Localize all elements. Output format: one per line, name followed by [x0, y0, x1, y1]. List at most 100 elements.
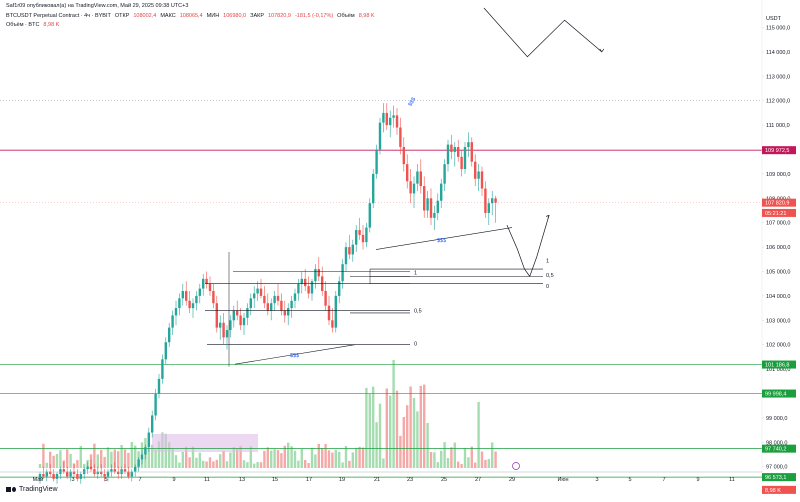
volume-bar [242, 460, 246, 468]
volume-bar [487, 459, 490, 468]
volume-series-value: 8,98 K [43, 22, 60, 28]
low-value: 106980,0 [223, 13, 247, 19]
axis-unit: USDT [766, 16, 781, 22]
candle-body [215, 303, 218, 328]
liquidity-annotation: $$$ [290, 353, 299, 359]
volume-bar [402, 417, 405, 468]
y-tick-label: 105 000,0 [766, 270, 790, 276]
price-label-bg [762, 485, 796, 494]
candle-body [154, 393, 157, 416]
volume-bar [276, 450, 280, 468]
candle-body [375, 149, 378, 174]
volume-bar [42, 443, 45, 468]
candle-body [446, 144, 450, 165]
candle-body [185, 291, 188, 301]
volume-bar [222, 450, 225, 468]
x-tick-label: 23 [407, 477, 413, 483]
volume-bar [324, 444, 327, 468]
volume-bar [215, 459, 218, 468]
price-label: 109 972,5 [765, 148, 789, 154]
candle-body [344, 247, 348, 265]
x-tick-label: 19 [339, 477, 345, 483]
volume-bar [338, 451, 341, 468]
candle-body [96, 471, 99, 475]
volume-bar [168, 442, 171, 468]
candle-body [219, 322, 222, 328]
candle-body [147, 432, 150, 448]
candle-body [351, 244, 354, 255]
candle-body [242, 317, 246, 326]
price-label-bg [762, 360, 796, 369]
candle-body [273, 295, 276, 304]
y-tick-label: 97 000,0 [766, 465, 787, 471]
volume-bar [59, 450, 62, 468]
volume-bar [256, 462, 259, 468]
x-tick-label: 9 [172, 477, 175, 483]
fibonacci-levels: 1 0,5 0 1 0,5 0 [207, 259, 554, 347]
trendline [375, 227, 513, 250]
fib-label: 0,5 [414, 309, 422, 315]
candle-body [123, 469, 127, 472]
volume-bar [453, 442, 456, 468]
y-tick-label: 114 000,0 [766, 50, 790, 56]
volume-bar [372, 386, 375, 468]
y-tick-label: 111 000,0 [766, 123, 790, 129]
candle-body [314, 269, 317, 282]
volume-bar [304, 459, 307, 468]
high-value: 108065,4 [179, 13, 203, 19]
volume-bar [69, 453, 72, 468]
candle-body [202, 278, 205, 289]
volume-bar [229, 452, 232, 468]
candle-body [453, 147, 456, 152]
candle-body [338, 281, 341, 296]
x-tick-label: Июн [557, 477, 568, 483]
candle-body [239, 315, 242, 326]
candle-body [327, 305, 331, 321]
volume-bar [375, 422, 378, 468]
volume-bar [270, 450, 273, 468]
x-tick-label: 27 [475, 477, 481, 483]
candle-body [45, 471, 48, 477]
change-value: -181,5 (-0,17%) [294, 13, 334, 19]
candle-body [433, 212, 436, 218]
candle-body [256, 288, 259, 294]
tradingview-logo-icon [6, 486, 16, 493]
x-tick-label: 5 [628, 477, 631, 483]
symbol-name[interactable]: BTCUSDT Perpetual Contract · 4ч · BYBIT [6, 13, 111, 19]
candle-body [402, 147, 405, 165]
candle-body [100, 471, 103, 475]
volume-bar [120, 444, 123, 468]
candle-body [304, 278, 307, 287]
candle-body [198, 288, 201, 296]
candle-body [324, 291, 327, 306]
price-label: 107 820,9 [765, 201, 789, 207]
candle-body [283, 310, 286, 316]
volume-bar [191, 446, 195, 468]
candle-body [144, 447, 147, 455]
volume-bar [154, 449, 157, 468]
candle-body [117, 471, 120, 475]
volume-bar [334, 449, 337, 468]
candle-body [55, 474, 59, 479]
volume-series-label: Объём · BTC [6, 22, 40, 28]
candle-body [222, 322, 225, 338]
volume-bar [283, 445, 286, 468]
candle-body [423, 186, 426, 211]
volume-bar [202, 460, 205, 468]
y-tick-label: 106 000,0 [766, 245, 790, 251]
volume-bar [344, 446, 348, 468]
candle-body [127, 471, 130, 477]
candle-body [191, 303, 195, 309]
candle-body [42, 474, 45, 477]
candle-body [89, 466, 93, 470]
volume-bar [307, 463, 310, 468]
candle-body [443, 164, 446, 184]
candle-body [416, 171, 419, 184]
candle-body [232, 310, 235, 321]
x-tick-label: 21 [374, 477, 380, 483]
candle-body [76, 474, 79, 479]
candle-body [494, 198, 497, 203]
candle-body [225, 330, 229, 338]
candle-body [110, 469, 113, 472]
